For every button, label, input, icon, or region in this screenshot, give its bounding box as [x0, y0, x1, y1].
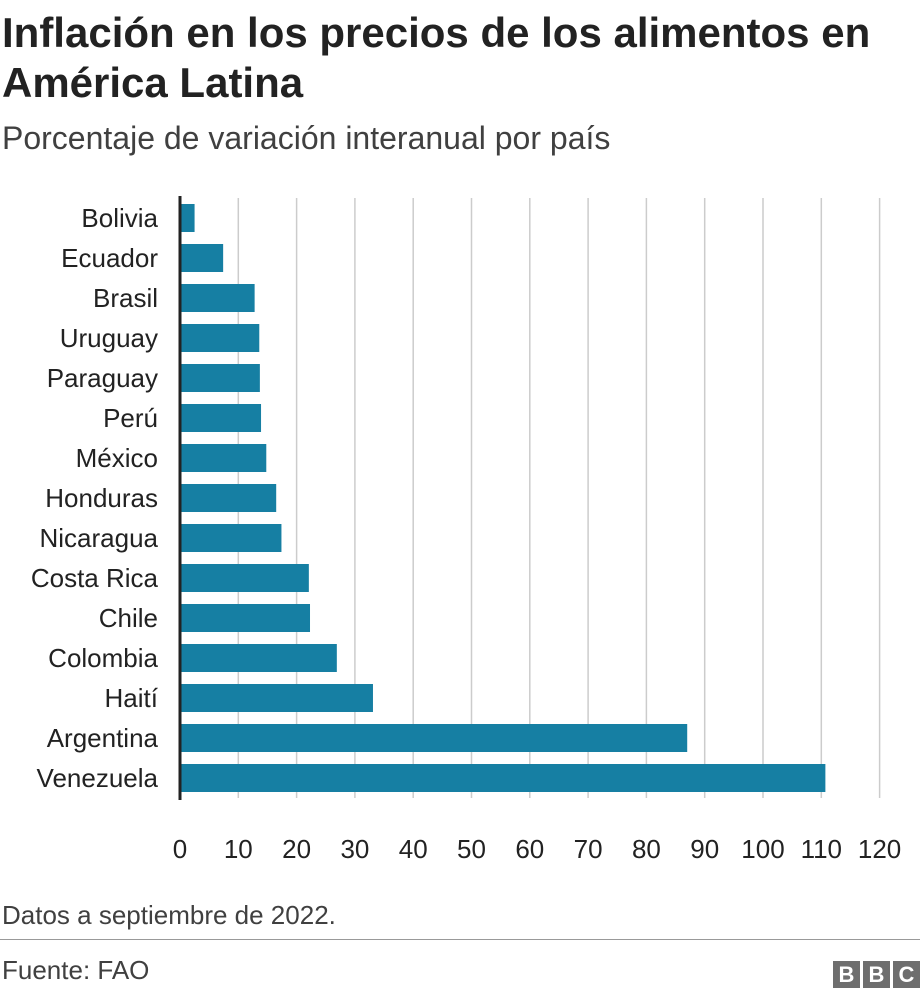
category-label: Haití [105, 683, 159, 713]
x-tick-label: 120 [858, 834, 901, 864]
bar-paraguay [180, 364, 260, 392]
bar-honduras [180, 484, 277, 512]
category-label: Brasil [93, 283, 158, 313]
data-note: Datos a septiembre de 2022. [2, 900, 336, 930]
bar-perú [180, 404, 262, 432]
x-tick-label: 0 [173, 834, 187, 864]
x-tick-label: 80 [632, 834, 661, 864]
bar-uruguay [180, 324, 260, 352]
bbc-logo-letter: B [833, 961, 860, 988]
category-label: Costa Rica [31, 563, 159, 593]
bbc-logo-letter: C [893, 961, 920, 988]
category-label: Perú [103, 403, 158, 433]
bar-brasil [180, 284, 255, 312]
x-tick-label: 40 [399, 834, 428, 864]
bar-ecuador [180, 244, 224, 272]
source-label: Fuente: FAO [2, 955, 150, 985]
category-label: Nicaragua [39, 523, 158, 553]
bar-venezuela [180, 764, 826, 792]
bar-haití [180, 684, 373, 712]
bbc-logo-letter: B [863, 961, 890, 988]
bar-argentina [180, 724, 688, 752]
category-label: Uruguay [60, 323, 158, 353]
bar-nicaragua [180, 524, 282, 552]
x-tick-label: 60 [515, 834, 544, 864]
bar-colombia [180, 644, 337, 672]
chart-subtitle: Porcentaje de variación interanual por p… [2, 120, 611, 156]
chart-title: Inflación en los precios de los alimento… [2, 9, 871, 106]
x-tick-label: 50 [457, 834, 486, 864]
bar-chile [180, 604, 311, 632]
category-label: Honduras [45, 483, 158, 513]
category-label: México [76, 443, 158, 473]
x-tick-label: 110 [801, 834, 842, 864]
bar-costa-rica [180, 564, 309, 592]
category-label: Colombia [48, 643, 158, 673]
category-label: Ecuador [61, 243, 158, 273]
category-label: Paraguay [47, 363, 158, 393]
category-label: Venezuela [37, 763, 159, 793]
bar-méxico [180, 444, 267, 472]
category-label: Bolivia [81, 203, 158, 233]
bbc-logo: B B C [833, 961, 920, 988]
bar-chart: Bolivia Ecuador Brasil Uruguay Paraguay Perú M… [31, 196, 901, 864]
x-tick-label: 10 [224, 834, 253, 864]
category-label: Argentina [47, 723, 159, 753]
category-label: Chile [99, 603, 158, 633]
x-tick-label: 20 [282, 834, 311, 864]
x-tick-label: 90 [690, 834, 719, 864]
bar-bolivia [180, 204, 195, 232]
footer-divider [0, 939, 920, 940]
x-tick-label: 70 [574, 834, 603, 864]
x-tick-label: 30 [340, 834, 369, 864]
x-tick-label: 100 [741, 834, 784, 864]
